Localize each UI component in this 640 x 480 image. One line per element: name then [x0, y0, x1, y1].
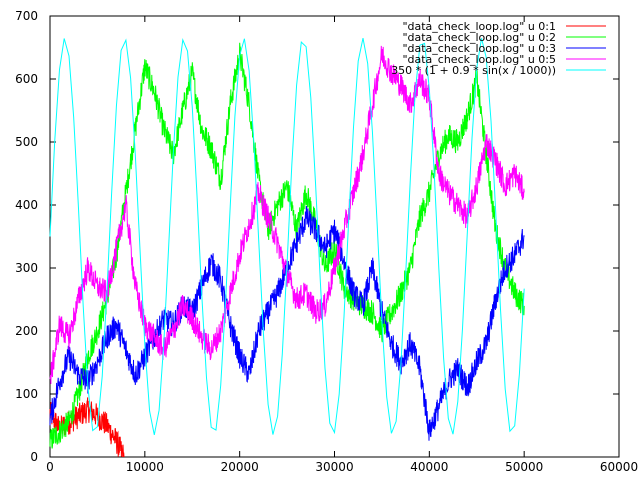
series-line-1: [49, 42, 525, 449]
legend: "data_check_loop.log" u 0:1"data_check_l…: [391, 20, 606, 77]
x-tick-label: 20000: [221, 460, 259, 474]
axis-ticks: 0 10000 20000 30000 40000 50000 60000 0 100 200 30…: [15, 9, 638, 474]
legend-label: "data_check_loop.log" u 0:1: [402, 20, 556, 33]
x-tick-label: 30000: [315, 460, 353, 474]
x-tick-label: 60000: [600, 460, 638, 474]
series-layer: [49, 37, 525, 458]
x-tick-label: 10000: [126, 460, 164, 474]
series-line-4: [49, 37, 525, 435]
legend-label: "data_check_loop.log" u 0:2: [402, 31, 556, 44]
legend-label: "data_check_loop.log" u 0:3: [402, 42, 556, 55]
y-tick-label: 200: [15, 324, 38, 338]
y-tick-label: 700: [15, 9, 38, 23]
y-tick-label: 300: [15, 261, 38, 275]
series-line-2: [49, 205, 525, 441]
y-tick-label: 600: [15, 72, 38, 86]
series-line-3: [49, 45, 525, 385]
x-tick-label: 50000: [505, 460, 543, 474]
y-tick-label: 0: [30, 450, 38, 464]
legend-label: "data_check_loop.log" u 0:5: [402, 53, 556, 66]
y-tick-label: 400: [15, 198, 38, 212]
x-tick-label: 40000: [410, 460, 448, 474]
y-tick-label: 100: [15, 387, 38, 401]
y-tick-label: 500: [15, 135, 38, 149]
x-tick-label: 0: [46, 460, 54, 474]
legend-label: 350 * (1 + 0.9 * sin(x / 1000)): [391, 64, 556, 77]
